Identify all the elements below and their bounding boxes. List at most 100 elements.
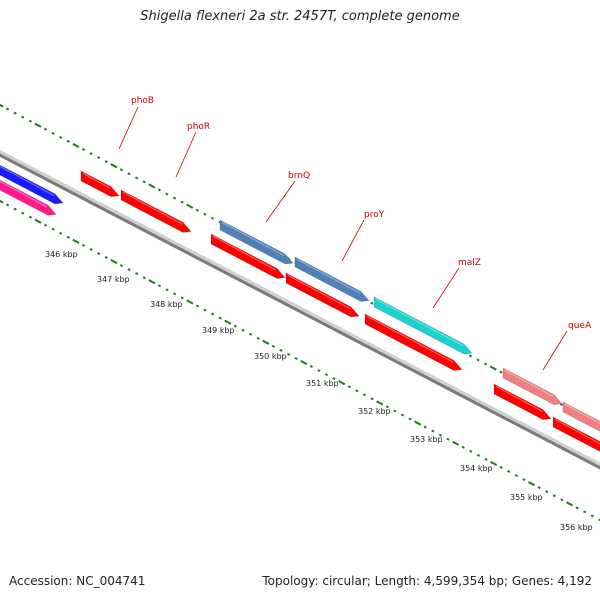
outer-tick — [142, 180, 146, 184]
inner-tick — [590, 514, 594, 518]
feature-malZ — [373, 296, 473, 355]
cds-proY — [285, 272, 360, 318]
outer-tick — [157, 188, 161, 192]
outer-tick — [21, 115, 25, 119]
inner-tick — [0, 199, 4, 204]
feature-blue — [0, 164, 64, 205]
inner-tick — [13, 207, 17, 211]
gene-label-queA: queA — [568, 321, 592, 331]
inner-tick — [51, 227, 55, 231]
inner-tick — [362, 393, 367, 397]
kbp-scale: 346 kbp 347 kbp 348 kbp 349 kbp 350 kbp 351 k… — [45, 250, 593, 532]
callout-line-brnQ — [265, 180, 296, 223]
kbp-label: 348 kbp — [150, 300, 183, 309]
inner-tick — [393, 409, 397, 413]
outer-tick — [28, 119, 32, 123]
outer-tick — [148, 183, 156, 189]
outer-tick — [468, 354, 473, 358]
inner-tick — [423, 425, 427, 429]
gene-callouts: phoB phoR brnQ proY malZ queA — [118, 96, 592, 371]
backbone-shadow — [0, 149, 600, 470]
outer-tick — [203, 212, 207, 216]
inner-tick — [414, 420, 422, 426]
outer-tick — [0, 103, 4, 108]
inner-tick — [271, 344, 275, 348]
feature-magenta — [0, 179, 57, 216]
outer-tick — [34, 122, 42, 128]
outer-tick — [66, 139, 70, 143]
inner-tick — [408, 417, 412, 421]
inner-tick — [446, 437, 450, 441]
inner-tick — [400, 413, 405, 417]
callout-line-phoB — [118, 106, 139, 150]
inner-tick — [127, 268, 131, 272]
cds-proY-highlight — [287, 274, 351, 310]
inner-tick — [248, 332, 253, 336]
accession-text: Accession: NC_004741 — [9, 574, 146, 588]
outer-tick — [210, 216, 215, 220]
inner-tick — [338, 380, 346, 386]
outer-tick — [172, 196, 177, 200]
inner-tick — [545, 490, 549, 494]
feature-phoR-highlight — [122, 191, 183, 225]
inner-tick — [376, 400, 384, 406]
feature-proY-highlight — [296, 258, 361, 294]
outer-tick — [110, 163, 118, 169]
inner-tick — [233, 324, 238, 328]
feature-track — [0, 164, 600, 452]
outer-tick — [186, 203, 194, 209]
kbp-label: 356 kbp — [560, 523, 593, 532]
cds-red-2 — [552, 416, 600, 452]
inner-tick — [279, 348, 283, 352]
feature-salmon-2-highlight — [564, 403, 600, 425]
outer-tick — [370, 301, 374, 305]
outer-tick — [72, 142, 80, 148]
cds-queA-highlight — [495, 385, 543, 412]
inner-tick — [300, 359, 308, 366]
inner-tick — [165, 288, 169, 292]
inner-tick — [294, 356, 298, 360]
cds-malZ-highlight — [366, 315, 454, 363]
inner-tick — [507, 469, 511, 473]
gene-label-brnQ: brnQ — [288, 171, 310, 181]
inner-tick — [438, 433, 443, 437]
inner-tick — [286, 352, 291, 356]
inner-tick — [476, 453, 481, 457]
inner-tick — [452, 440, 460, 446]
inner-tick — [211, 312, 215, 316]
inner-tick — [499, 465, 503, 469]
inner-tick — [21, 211, 25, 215]
inner-tick — [157, 284, 162, 288]
inner-tick — [180, 296, 184, 300]
gene-label-malZ: malZ — [458, 258, 481, 268]
callout-line-queA — [542, 330, 568, 371]
feature-queA — [502, 367, 563, 405]
inner-tick — [28, 215, 32, 219]
inner-tick — [104, 256, 108, 260]
feature-brnQ — [219, 219, 294, 265]
inner-tick — [173, 292, 177, 296]
inner-tick — [461, 445, 465, 449]
map-title: Shigella flexneri 2a str. 2457T, complet… — [140, 9, 460, 24]
outer-tick — [13, 111, 17, 115]
gene-label-proY: proY — [364, 210, 385, 220]
outer-tick — [97, 156, 101, 160]
gene-label-phoR: phoR — [187, 122, 210, 132]
inner-tick — [514, 474, 518, 478]
feature-phoB-highlight — [82, 172, 111, 189]
kbp-label: 346 kbp — [45, 250, 78, 259]
inner-tick — [81, 243, 86, 247]
outer-tick — [59, 135, 63, 139]
inner-tick — [135, 272, 139, 276]
inner-tick — [370, 397, 374, 401]
inner-tick — [195, 304, 200, 308]
inner-tick — [560, 498, 564, 502]
inner-tick — [537, 486, 541, 490]
feature-salmon-2 — [562, 401, 600, 432]
inner-tick — [43, 223, 48, 227]
inner-tick — [469, 449, 473, 453]
inner-tick — [552, 494, 556, 498]
kbp-label: 355 kbp — [510, 493, 543, 502]
feature-phoB — [80, 170, 120, 197]
